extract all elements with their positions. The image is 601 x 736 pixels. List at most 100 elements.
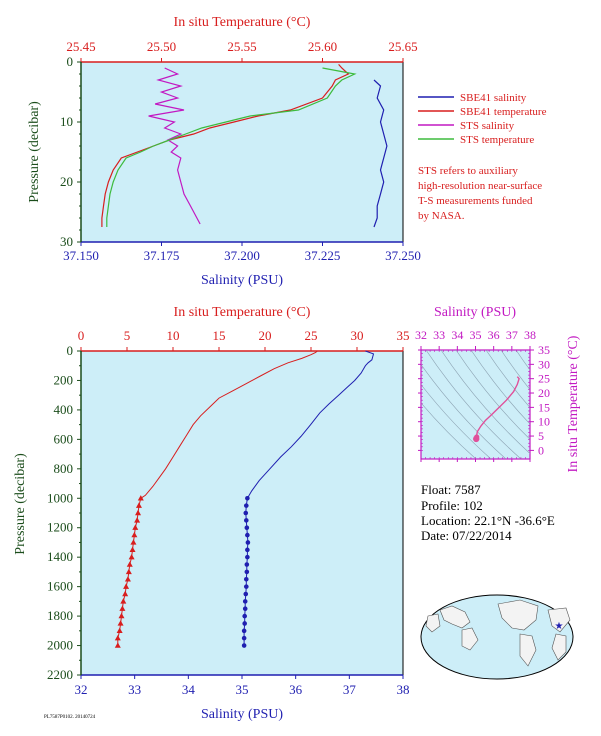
top-pressure-tick-label: 0	[67, 54, 74, 69]
top-pressure-tick-label: 10	[60, 114, 73, 129]
temperature-marker	[128, 553, 135, 560]
salinity-marker	[242, 606, 248, 612]
continent-africa-south	[551, 633, 567, 661]
temperature-marker	[132, 524, 139, 530]
series-sts-temperature	[106, 67, 357, 227]
near-surface-bottom-axis-title: Salinity (PSU)	[201, 273, 283, 288]
isopycnal-contour	[500, 350, 530, 391]
ts-temp-tick-label: 10	[538, 415, 550, 429]
near-surface-series	[101, 64, 388, 228]
top-temp-tick-label: 25.55	[227, 39, 256, 54]
top-sal-tick-label: 37.200	[224, 248, 260, 263]
float-location-marker-icon: ★	[555, 621, 564, 632]
main-sal-tick-label: 34	[182, 682, 196, 697]
temperature-marker	[124, 576, 131, 582]
main-sal-tick-label: 37	[343, 682, 357, 697]
main-temp-tick-label: 0	[78, 328, 85, 343]
near-surface-legend: SBE41 salinity SBE41 temperature STS sal…	[418, 92, 547, 146]
isopycnal-contour	[425, 350, 522, 459]
ts-sal-tick-label: 38	[524, 328, 536, 342]
legend-label-sts-temperature: STS temperature	[460, 134, 534, 146]
profile-number: Profile: 102	[421, 498, 483, 513]
full-profile-ticks: 0 5 10 15 20 25 30 35 32 33 34 35 36 37 38 0 200 400 600 80…	[47, 328, 410, 697]
top-pressure-tick-label: 20	[60, 174, 73, 189]
temperature-marker	[118, 612, 125, 619]
main-pressure-tick-label: 0	[67, 343, 74, 358]
temperature-marker	[117, 620, 124, 626]
main-pressure-tick-label: 400	[54, 402, 74, 417]
temperature-marker	[116, 627, 123, 634]
temperature-marker	[135, 502, 142, 508]
temperature-marker	[131, 531, 138, 538]
main-temp-tick-label: 25	[305, 328, 318, 343]
legend-label-sbe41-salinity: SBE41 salinity	[460, 92, 527, 104]
main-sal-tick-label: 35	[236, 682, 249, 697]
salinity-marker	[243, 591, 249, 597]
temperature-marker	[134, 517, 141, 523]
salinity-marker	[242, 613, 247, 619]
continent-south-america	[519, 633, 537, 667]
isopycnal-contour	[470, 350, 530, 425]
ts-diagram-right-axis-title: In situ Temperature (°C)	[566, 335, 581, 472]
near-surface-y-axis-title: Pressure (decibar)	[27, 101, 42, 203]
ts-temp-tick-label: 15	[538, 400, 550, 414]
salinity-marker	[243, 576, 249, 582]
near-surface-panel: 25.45 25.50 25.55 25.60 25.65 37.150 37.175 37.…	[27, 15, 421, 288]
top-temp-tick-label: 25.60	[308, 39, 337, 54]
salinity-marker	[244, 562, 250, 567]
sts-note-line-4: by NASA.	[418, 210, 465, 222]
top-temp-tick-label: 25.45	[66, 39, 95, 54]
sts-note-line-1: STS refers to auxiliary	[418, 165, 518, 177]
map-ocean	[420, 594, 574, 680]
top-sal-tick-label: 37.225	[305, 248, 341, 263]
temperature-marker	[122, 590, 129, 597]
ts-sal-tick-label: 32	[415, 328, 427, 342]
ts-temp-tick-label: 0	[538, 443, 544, 457]
legend-label-sbe41-temperature: SBE41 temperature	[460, 106, 547, 118]
temperature-marker	[114, 634, 121, 641]
salinity-marker	[245, 554, 250, 560]
main-sal-tick-label: 36	[289, 682, 303, 697]
near-surface-top-axis-title: In situ Temperature (°C)	[174, 15, 311, 30]
salinity-marker	[241, 635, 247, 641]
temperature-marker	[130, 539, 137, 545]
salinity-marker	[245, 547, 250, 553]
continent-asia-east	[425, 613, 441, 633]
series-temperature-line	[140, 350, 318, 499]
main-pressure-tick-label: 1800	[47, 608, 73, 623]
main-pressure-tick-label: 1200	[47, 520, 73, 535]
main-sal-tick-label: 38	[397, 682, 410, 697]
full-profile-bottom-axis-title: Salinity (PSU)	[201, 707, 283, 722]
ts-diagram-series	[473, 376, 520, 443]
salinity-marker	[241, 643, 247, 648]
main-pressure-tick-label: 1600	[47, 579, 73, 594]
top-pressure-tick-label: 30	[60, 234, 73, 249]
temperature-marker	[137, 495, 144, 501]
footer-code: PL7587P0102. 20140724	[44, 715, 96, 720]
full-profile-y-axis-title: Pressure (decibar)	[13, 453, 28, 555]
map-continents	[425, 599, 571, 667]
main-temp-tick-label: 20	[259, 328, 272, 343]
temperature-marker	[135, 509, 142, 516]
series-sbe41-salinity	[373, 79, 388, 228]
isopycnal-contour	[421, 384, 492, 459]
salinity-marker	[242, 621, 247, 626]
ts-sal-tick-label: 35	[470, 328, 482, 342]
world-map: ★	[420, 594, 574, 680]
ts-sal-tick-label: 36	[488, 328, 500, 342]
salinity-marker	[243, 584, 249, 589]
salinity-marker	[241, 628, 247, 634]
float-info: Float: 7587 Profile: 102 Location: 22.1°…	[421, 482, 555, 543]
salinity-marker	[244, 525, 250, 531]
temperature-marker	[129, 546, 136, 553]
salinity-marker	[243, 503, 249, 508]
full-profile-series	[114, 350, 375, 648]
ts-temp-tick-label: 35	[538, 343, 550, 357]
series-salinity-line	[246, 350, 375, 499]
continent-asia-west	[439, 605, 471, 629]
temperature-marker	[114, 642, 121, 648]
isopycnal-contour	[421, 363, 507, 459]
series-sts-salinity	[148, 67, 201, 225]
